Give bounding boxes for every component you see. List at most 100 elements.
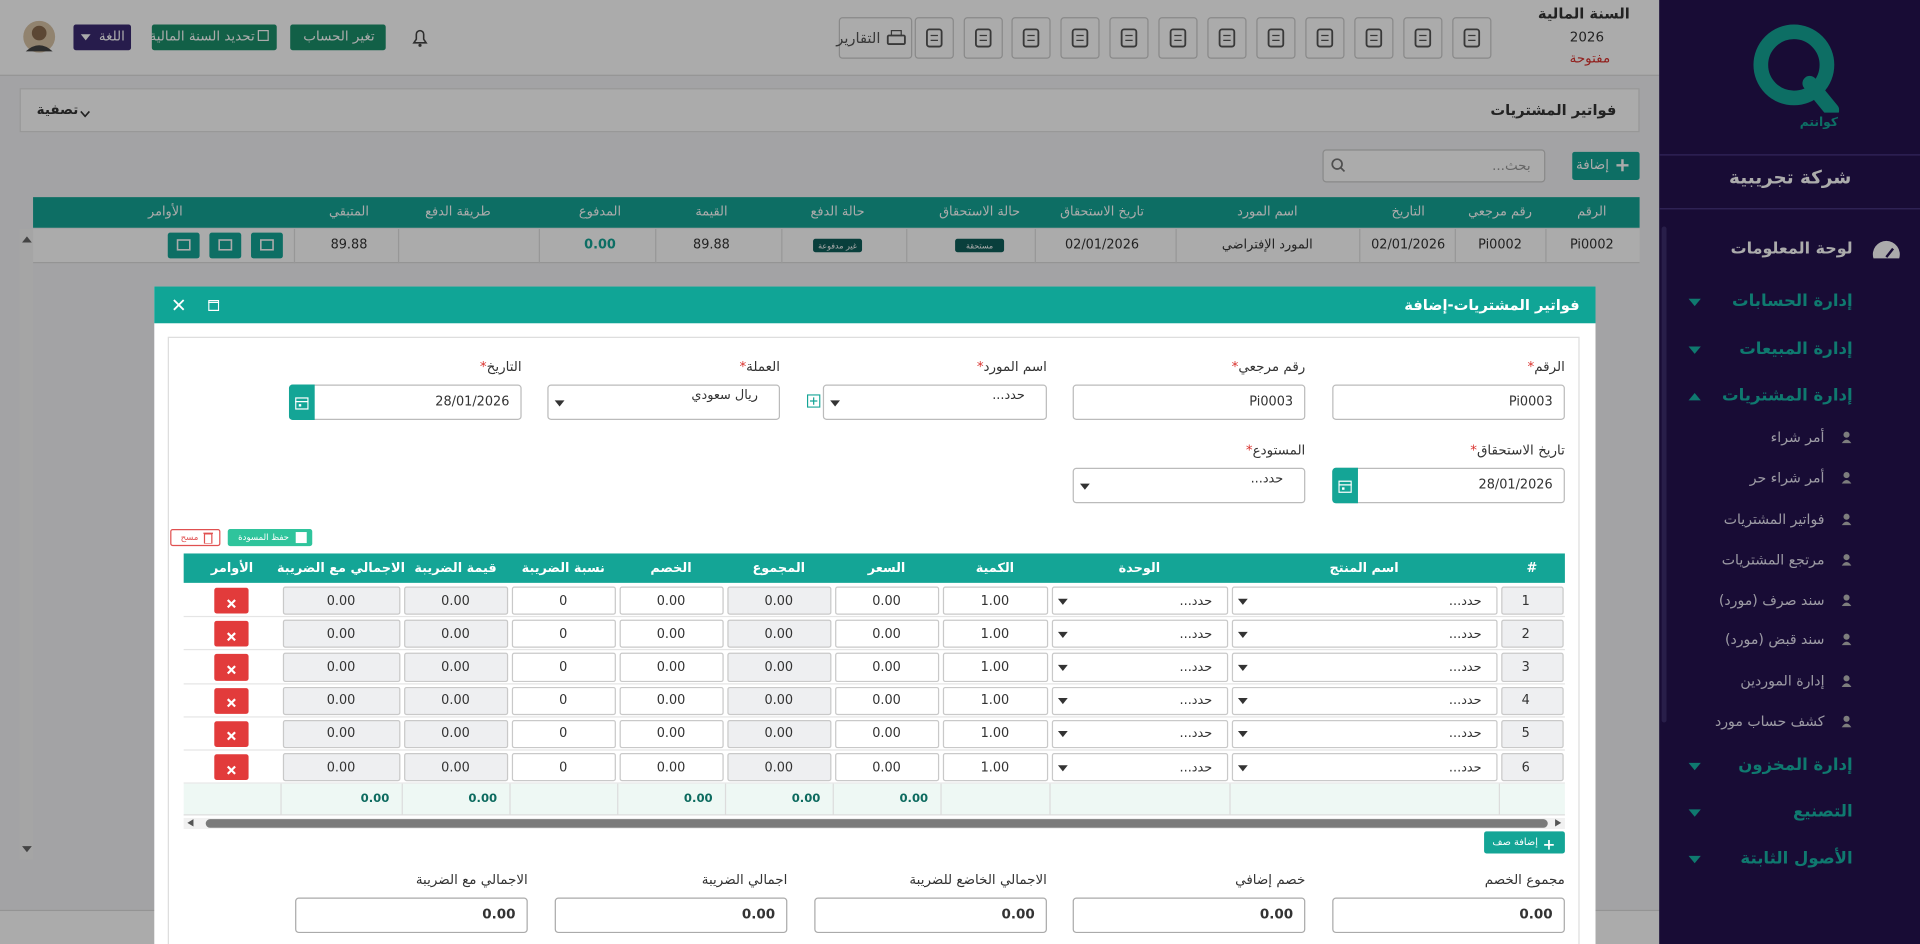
select-input[interactable]: [1051, 753, 1228, 782]
select-input[interactable]: [1231, 586, 1497, 615]
delete-row-button[interactable]: [214, 720, 249, 747]
summary-input[interactable]: [1072, 897, 1306, 934]
bell-icon[interactable]: [411, 28, 428, 48]
select-input[interactable]: [1231, 686, 1497, 715]
row-action-button[interactable]: [251, 232, 283, 259]
add-row-button[interactable]: [1484, 831, 1565, 854]
toolbar-button[interactable]: [914, 17, 954, 59]
cell-input[interactable]: [618, 586, 724, 615]
toolbar-button[interactable]: [1011, 17, 1051, 59]
text-input[interactable]: [1332, 467, 1565, 504]
cell-input[interactable]: [942, 653, 1048, 682]
summary-input[interactable]: [554, 897, 788, 934]
modal-maximize[interactable]: [208, 299, 220, 312]
summary-input[interactable]: [814, 897, 1047, 934]
delete-row-button[interactable]: [214, 587, 249, 614]
cell-input[interactable]: [942, 586, 1048, 615]
cell-input[interactable]: [834, 586, 939, 615]
cell-input[interactable]: [511, 719, 616, 749]
text-input[interactable]: [288, 384, 522, 420]
select-input[interactable]: [1051, 653, 1228, 682]
change-account-button[interactable]: [290, 24, 386, 51]
select-input[interactable]: [1231, 619, 1497, 649]
list-cell-border: [781, 228, 783, 264]
delete-row-button[interactable]: [214, 754, 249, 781]
select-input[interactable]: [1231, 753, 1497, 782]
summary-input[interactable]: [1332, 897, 1565, 934]
delete-row-button[interactable]: [214, 687, 249, 714]
cell-input: [403, 653, 508, 682]
toolbar-button[interactable]: [1207, 17, 1247, 59]
toolbar-button[interactable]: [1256, 17, 1296, 59]
list-cell-border: [1034, 228, 1036, 264]
cell-input[interactable]: [618, 686, 724, 715]
set-fiscal-year-button[interactable]: [151, 24, 277, 51]
add-row-plus: [1544, 838, 1554, 850]
search-input[interactable]: [1322, 149, 1546, 183]
cell-input[interactable]: [942, 719, 1048, 749]
toolbar-button[interactable]: [963, 17, 1003, 59]
reports-button[interactable]: [838, 17, 913, 59]
select-input[interactable]: [1051, 619, 1228, 649]
select-input[interactable]: [547, 384, 780, 420]
select-input[interactable]: [1051, 719, 1228, 749]
toolbar-button[interactable]: [1354, 17, 1394, 59]
cell-input[interactable]: [511, 753, 616, 782]
icon-shape: [1843, 715, 1850, 722]
text-input[interactable]: [1072, 384, 1306, 420]
cell-input[interactable]: [942, 619, 1048, 649]
cell-input[interactable]: [834, 619, 939, 649]
items-row: [183, 684, 1565, 718]
row-action-button[interactable]: [209, 232, 242, 259]
cell-input[interactable]: [618, 653, 724, 682]
select-input[interactable]: [1051, 586, 1228, 615]
toolbar-button[interactable]: [1403, 17, 1443, 59]
cell-input[interactable]: [511, 586, 616, 615]
cell-input[interactable]: [942, 686, 1048, 715]
delete-row-icon: [226, 629, 237, 641]
cell-input[interactable]: [618, 719, 724, 749]
cell-input[interactable]: [834, 653, 939, 682]
cell-input[interactable]: [834, 719, 939, 749]
select-input[interactable]: [1231, 653, 1497, 682]
icon-shape: [173, 299, 185, 311]
toolbar-button[interactable]: [1452, 17, 1492, 59]
calendar-button[interactable]: [1332, 467, 1358, 504]
select-input[interactable]: [1072, 467, 1306, 504]
select-input[interactable]: [1051, 686, 1228, 715]
calendar-button[interactable]: [288, 384, 315, 420]
save-draft-button[interactable]: [227, 528, 313, 547]
cell-input[interactable]: [511, 653, 616, 682]
cell-input[interactable]: [834, 753, 939, 782]
icon: [1841, 513, 1852, 526]
icon-shape: [31, 25, 47, 41]
summary-input[interactable]: [295, 897, 528, 934]
toolbar-button[interactable]: [1109, 17, 1149, 59]
delete-row-button[interactable]: [214, 621, 249, 647]
icon: [208, 300, 220, 312]
avatar[interactable]: [22, 20, 56, 54]
text-input[interactable]: [1332, 384, 1565, 420]
horizontal-scroll-thumb[interactable]: [205, 819, 1548, 828]
icon-shape: [226, 598, 236, 608]
cell-input[interactable]: [618, 619, 724, 649]
icon-shape: [1414, 28, 1432, 48]
modal-close[interactable]: [173, 299, 185, 311]
select-input[interactable]: [822, 384, 1047, 420]
cell-input[interactable]: [511, 686, 616, 715]
add-supplier-icon[interactable]: [806, 394, 821, 408]
cell-input[interactable]: [511, 619, 616, 649]
toolbar-button[interactable]: [1305, 17, 1345, 59]
icon-shape: [1872, 240, 1900, 259]
row-action-button[interactable]: [167, 232, 200, 259]
cell-input[interactable]: [618, 753, 724, 782]
cell-input: [282, 686, 400, 715]
delete-row-button[interactable]: [214, 654, 249, 681]
cell-input[interactable]: [942, 753, 1048, 782]
toolbar-button[interactable]: [1060, 17, 1100, 59]
cell-input[interactable]: [834, 686, 939, 715]
select-input[interactable]: [1231, 719, 1497, 749]
status-badge: [813, 238, 863, 253]
toolbar-button[interactable]: [1158, 17, 1198, 59]
